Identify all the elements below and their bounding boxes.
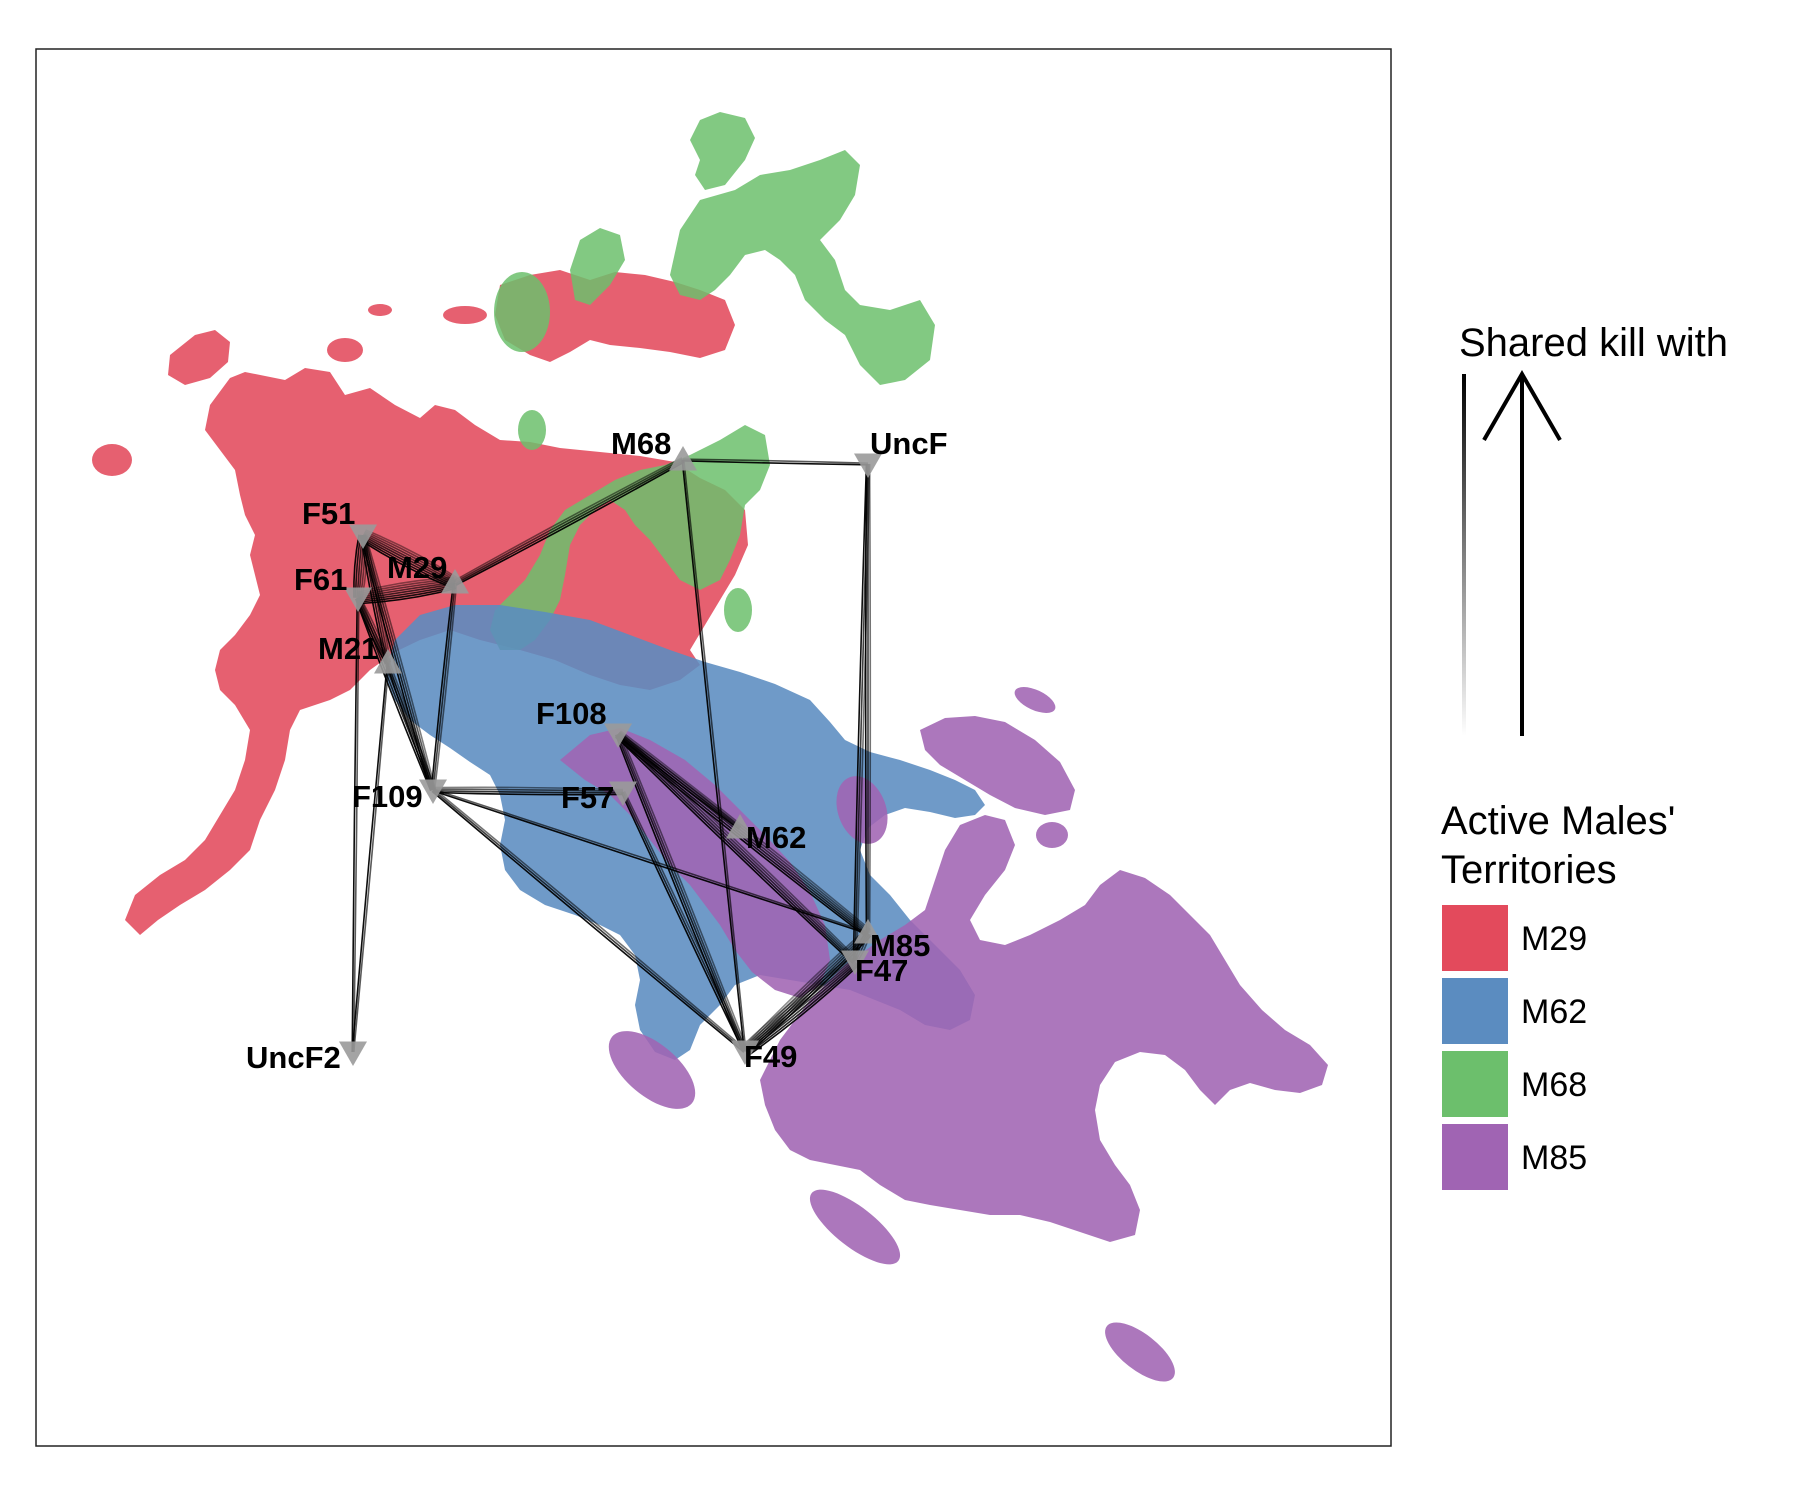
node-label-f49: F49 [744,1039,797,1074]
node-label-f57: F57 [561,780,614,815]
node-label-f109: F109 [352,779,423,814]
edge-f49-m85 [741,929,872,1055]
legend-label-m68: M68 [1521,1066,1587,1104]
territory-m68 [490,112,935,650]
edge-m68-uncf [682,458,869,466]
node-marker-m62 [726,814,754,839]
node-marker-m68 [669,446,697,471]
legend-label-m62: M62 [1521,993,1587,1031]
node-marker-m85 [854,919,882,944]
node-marker-f109 [419,779,447,804]
node-label-f108: F108 [536,696,607,731]
edge-m21-uncf2 [351,662,390,1053]
node-label-f47: F47 [855,953,908,988]
edge-f109-f57 [432,786,624,796]
legend-key-m85 [1442,1124,1508,1190]
node-label-f51: F51 [302,496,355,531]
node-marker-f47 [841,950,869,975]
edge-uncf-m85 [864,463,872,934]
node-label-m29: M29 [387,550,447,585]
node-label-uncf: UncF [870,426,948,461]
edge-f108-m62 [616,732,742,830]
node-marker-uncf2 [339,1041,367,1066]
node-marker-uncf [854,453,882,478]
legend-key-m68 [1442,1051,1508,1117]
node-marker-f108 [604,723,632,748]
territory-legend: Active Males' Territories M29 M62 M68 M8… [1441,799,1675,1190]
edge-legend-title: Shared kill with [1459,321,1728,365]
edge-m29-m68 [453,457,685,586]
edge-legend-arrow-head-icon [1482,369,1562,441]
node-label-m62: M62 [746,820,806,855]
edge-m29-f109 [430,582,458,791]
edge-f61-uncf2 [351,597,360,1053]
shared-kill-edges [351,457,872,1056]
node-label-m68: M68 [611,426,671,461]
node-label-f61: F61 [294,562,347,597]
node-marker-f51 [349,524,377,549]
edge-legend: Shared kill with [1459,321,1728,736]
plot-panel-border [35,48,1392,1447]
node-marker-m29 [441,569,469,594]
territory-legend-title-line1: Active Males' [1441,799,1675,843]
node-label-m85: M85 [870,928,930,963]
legend-key-m62 [1442,978,1508,1044]
node-label-m21: M21 [318,631,378,666]
node-marker-f61 [344,587,372,612]
legend-label-m85: M85 [1521,1139,1587,1177]
edge-m21-f109 [385,662,436,791]
node-marker-f49 [731,1040,759,1065]
territory-legend-title-line2: Territories [1441,848,1617,892]
edge-m68-f49 [681,459,747,1052]
node-label-uncf2: UncF2 [246,1040,341,1075]
legend-label-m29: M29 [1521,920,1587,958]
node-marker-f57 [609,781,637,806]
edge-f57-f49 [620,790,748,1053]
node-marker-m21 [374,649,402,674]
edge-f109-f49 [431,788,747,1053]
edge-legend-gradient-bar [1462,374,1466,736]
legend-key-m29 [1442,905,1508,971]
